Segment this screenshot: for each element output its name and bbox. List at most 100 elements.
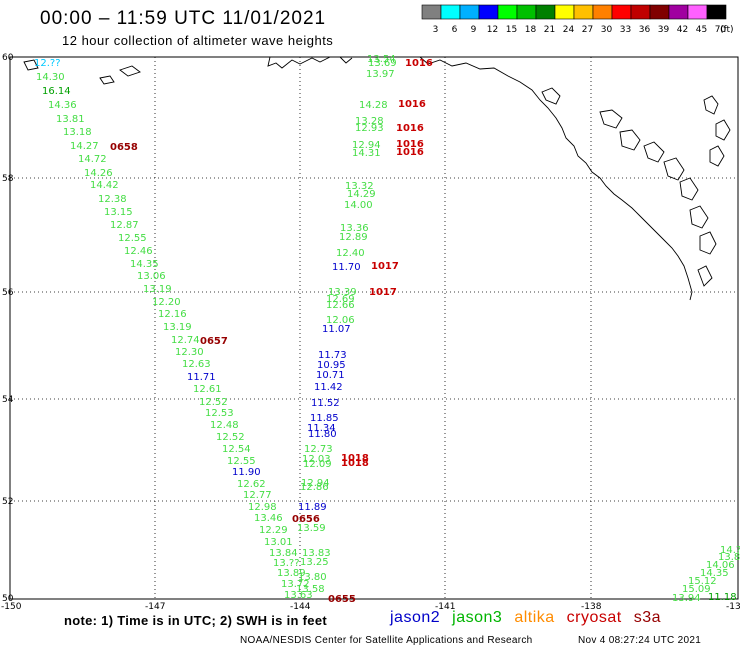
wave-height-label: 13.89 [277,568,306,579]
wave-height-label: 15.09 [682,584,711,595]
wave-height-label: 12.73 [304,444,333,455]
wave-height-label: 12.61 [193,384,222,395]
wave-height-label: 12.52 [199,397,228,408]
colorbar-swatch [649,4,670,20]
satellite-legend-s3a: s3a [633,609,662,626]
wave-height-label: 13.84 [269,548,298,559]
pass-time-label: 1016 [405,58,433,69]
pass-time-label: 1018 [341,458,369,469]
colorbar-swatch [611,4,632,20]
pass-time-label: 0655 [328,594,356,605]
wave-height-label: 12.69 [326,294,355,305]
wave-height-label: 12.16 [158,309,187,320]
colorbar-swatch [535,4,556,20]
wave-height-label: 16.14 [42,86,71,97]
colorbar-label: 42 [677,25,688,35]
lat-tick: 52 [2,497,13,507]
wave-height-label: 13.28 [355,116,384,127]
wave-height-label: 11.70 [332,262,361,273]
wave-height-label: 12.55 [227,456,256,467]
satellite-legend: jason2 jason3 altika cryosat s3a [390,609,673,627]
colorbar-label: 6 [452,25,458,35]
lat-tick: 56 [2,288,14,298]
map-note: note: 1) Time is in UTC; 2) SWH is in fe… [64,613,327,628]
wave-height-label: 13.?? [273,558,300,569]
lon-tick: -144 [290,602,311,612]
wave-height-label: 14.06 [706,560,735,571]
lat-tick: 60 [2,53,14,63]
colorbar-swatch [554,4,575,20]
wave-height-label: 12.94 [352,140,381,151]
wave-height-label: 11.07 [322,324,351,335]
lat-tick-labels: 60 58 56 54 52 50 [2,53,14,604]
wave-height-label: 11.85 [310,413,339,424]
wave-height-label: 12.62 [237,479,266,490]
colorbar-swatch [421,4,442,20]
pass-time-label: 1016 [396,147,424,158]
wave-height-label: 13.54 [367,54,396,65]
colorbar-label: 27 [582,25,593,35]
wave-height-label: 14.36 [48,100,77,111]
wave-height-label: 10.71 [316,370,345,381]
wave-height-label: 12.46 [124,246,153,257]
satellite-legend-cryosat: cryosat [566,609,622,626]
colorbar-label: 33 [620,25,631,35]
satellite-legend-jason2: jason2 [390,609,441,626]
wave-height-label: 14.42 [90,180,119,191]
wave-height-label: 15.12 [688,576,717,587]
wave-height-label: 13.19 [143,284,172,295]
wave-height-label: 13.58 [296,584,325,595]
colorbar-label: 45 [696,25,707,35]
colorbar-label: 3 [433,25,439,35]
lat-lon-grid [10,57,738,599]
wave-height-label: 14.29 [347,189,376,200]
wave-height-label: 12.74 [171,335,200,346]
colorbar-label: 30 [601,25,613,35]
wave-height-label: 11.73 [318,350,347,361]
wave-height-label: 14.30 [36,72,65,83]
colorbar-swatch [478,4,499,20]
wave-height-label: 12.20 [152,297,181,308]
colorbar-swatch [459,4,480,20]
colorbar-swatch [687,4,708,20]
footer-timestamp: Nov 4 08:27:24 UTC 2021 [578,635,702,646]
colorbar-swatch [706,4,727,20]
wave-height-label: 12.?? [34,58,61,69]
wave-height-label: 12.40 [336,248,365,259]
page-subtitle: 12 hour collection of altimeter wave hei… [62,33,334,48]
wave-height-label: 12.30 [175,347,204,358]
wave-height-label: 14.35 [700,568,729,579]
wave-height-label: 13.01 [264,537,293,548]
wave-height-label: 13.81 [56,114,85,125]
pass-time-label: 1018 [341,453,369,464]
wave-height-label: 14.72 [78,154,107,165]
wave-height-label: 13.32 [345,181,374,192]
wave-height-label: 11.18 [708,592,737,603]
wave-height-label: 13.46 [254,513,283,524]
wave-height-label: 12.29 [259,525,288,536]
wave-height-label: 13.63 [284,590,313,601]
wave-height-label: 11.52 [311,398,340,409]
wave-height-label: 12.52 [216,432,245,443]
colorbar-swatch [516,4,537,20]
wave-height-label: 13.18 [63,127,92,138]
wave-height-label: 14.?? [720,545,740,556]
wave-height-label: 12.94 [301,478,330,489]
colorbar-swatch [497,4,518,20]
colorbar-label: 12 [487,25,498,35]
wave-height-label: 12.89 [339,232,368,243]
colorbar-swatch [592,4,613,20]
pass-time-label: 1017 [369,287,397,298]
wave-height-label: 12.55 [118,233,147,244]
wave-height-label: 11.71 [187,372,216,383]
wave-height-label: 14.28 [359,100,388,111]
colorbar-label: 15 [506,25,517,35]
pass-time-label: 0658 [110,142,138,153]
pass-time-label: 0656 [292,514,320,525]
wave-height-label: 13.39 [328,287,357,298]
colorbar-unit: (ft) [720,25,734,35]
wave-height-label: 13.69 [368,58,397,69]
wave-height-label: 13.83 [302,548,331,559]
lat-tick: 54 [2,395,14,405]
